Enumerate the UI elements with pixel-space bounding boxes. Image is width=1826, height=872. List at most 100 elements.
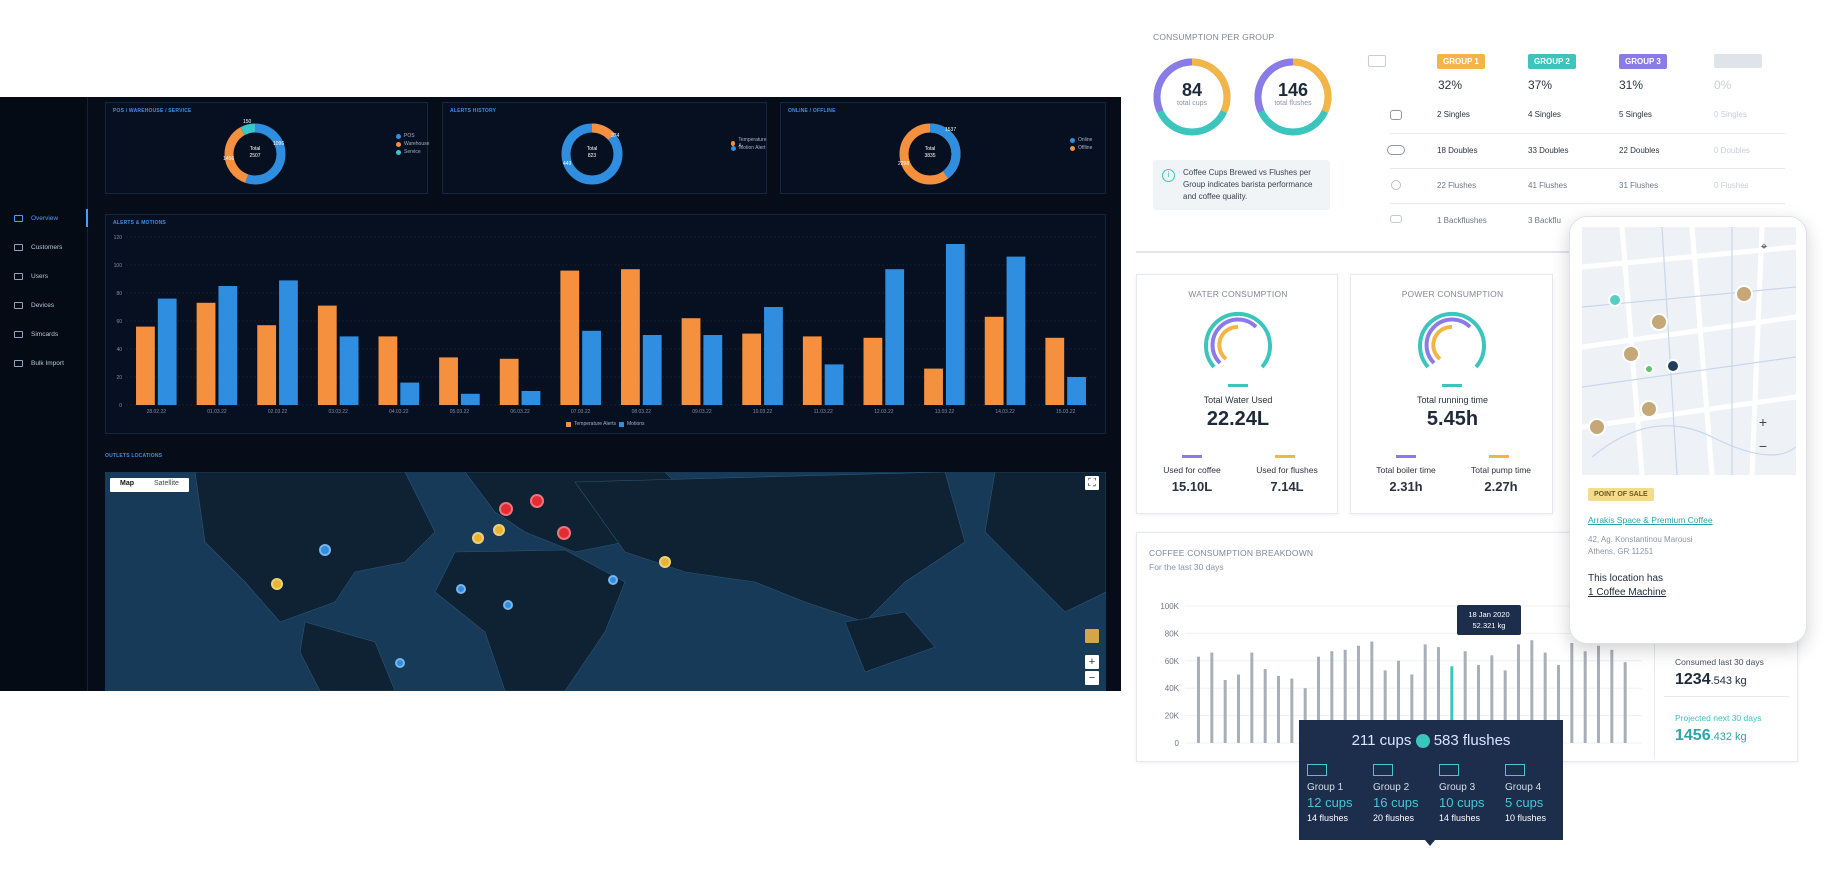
bar <box>1437 647 1440 743</box>
outlets-map[interactable]: Map Satellite ⛶ + − <box>105 472 1106 691</box>
map-marker[interactable] <box>503 600 513 610</box>
sidebar-item-bulk-import[interactable]: Bulk Import <box>0 354 88 372</box>
bar-temperature <box>317 305 337 405</box>
map-marker[interactable] <box>1608 293 1622 307</box>
map-marker[interactable] <box>493 524 505 536</box>
map-marker[interactable] <box>557 526 571 540</box>
map-marker[interactable] <box>319 544 331 556</box>
street-view-icon[interactable] <box>1085 629 1099 643</box>
pos-donut-chart <box>224 123 286 185</box>
map-marker[interactable] <box>499 502 513 516</box>
map-marker[interactable] <box>395 658 405 668</box>
x-tick-label: 10.03.22 <box>753 409 773 415</box>
group-pct: 31% <box>1619 78 1644 92</box>
sidebar-item-users[interactable]: Users <box>0 267 88 285</box>
info-box: i Coffee Cups Brewed vs Flushes per Grou… <box>1153 160 1330 210</box>
bar <box>1490 655 1494 743</box>
bar <box>1237 674 1240 743</box>
row-divider <box>1390 203 1785 204</box>
world-map-shapes <box>105 472 1106 691</box>
chart-tooltip: 18 Jan 2020 52.321 kg <box>1457 605 1521 635</box>
map-marker[interactable] <box>1588 418 1606 436</box>
row-divider <box>1390 133 1785 134</box>
bar-temperature <box>439 357 458 405</box>
bar <box>1370 641 1374 743</box>
gauge-marker <box>1228 384 1248 387</box>
sidebar-item-overview[interactable]: Overview <box>0 209 88 227</box>
consumed-label: Consumed last 30 days <box>1675 657 1764 667</box>
online-donut-chart <box>899 123 961 185</box>
map-marker[interactable] <box>608 575 618 585</box>
sidebar-item-customers[interactable]: Customers <box>0 238 88 256</box>
zoom-out-button[interactable]: − <box>1758 438 1768 454</box>
x-tick-label: 05.03.22 <box>450 409 470 415</box>
bar-temperature <box>560 270 580 405</box>
info-icon: i <box>1162 169 1175 182</box>
flushes-value: 0 Flushes <box>1714 181 1749 190</box>
card-title: Power consumption <box>1401 289 1504 299</box>
zoom-out-button[interactable]: − <box>1085 671 1099 685</box>
double-cup-icon <box>1387 145 1405 155</box>
map-marker[interactable] <box>1640 400 1658 418</box>
bar <box>1383 670 1387 743</box>
water-flush-label: Used for flushes <box>1256 465 1318 475</box>
sidebar-item-devices[interactable]: Devices <box>0 296 88 314</box>
map-marker[interactable] <box>530 494 544 508</box>
map-marker[interactable] <box>659 556 671 568</box>
map-marker[interactable] <box>1644 364 1654 374</box>
donut-slice-temperature <box>561 123 623 185</box>
x-tick-label: 08.03.22 <box>632 409 652 415</box>
zoom-in-button[interactable]: + <box>1758 414 1768 430</box>
doubles-value: 18 Doubles <box>1437 146 1478 155</box>
pump-time-value: 2.27h <box>1484 479 1518 494</box>
bar-temperature <box>863 337 883 405</box>
map-marker[interactable] <box>472 532 484 544</box>
backflushes-value: 3 Backflu <box>1528 216 1561 225</box>
map-marker[interactable] <box>1622 345 1640 363</box>
power-card: Power consumption Total running time 5.4… <box>1350 274 1553 514</box>
doubles-value: 22 Doubles <box>1619 146 1660 155</box>
satellite-button[interactable]: Satellite <box>154 480 179 487</box>
alerts-donut-chart <box>561 123 623 185</box>
tooltip-group: Group 1 12 cups 14 flushes <box>1307 764 1367 823</box>
slice-label: 2298 <box>898 161 910 167</box>
pos-panel: POS / Warehouse / Service Total 2507 1096… <box>105 102 429 194</box>
y-tick-label: 40K <box>1165 684 1180 693</box>
y-tick-label: 120 <box>114 235 123 241</box>
bar <box>1263 669 1267 743</box>
x-tick-label: 28.02.22 <box>147 409 167 415</box>
map-marker[interactable] <box>271 578 283 590</box>
map-marker[interactable] <box>456 584 466 594</box>
locate-icon[interactable]: ⌖ <box>1760 239 1768 253</box>
bar <box>1583 651 1587 743</box>
machines-link[interactable]: 1 Coffee Machine <box>1588 587 1667 598</box>
bar-motions <box>885 269 905 405</box>
legend-item: Temperature A <box>731 137 767 149</box>
sidebar-item-simcards[interactable]: Simcards <box>0 325 88 343</box>
map-marker[interactable] <box>1650 313 1668 331</box>
alerts-history-panel: Alerts History Total 823 374 449 Temperat… <box>442 102 767 194</box>
legend-item: Warehouse <box>396 141 429 147</box>
fullscreen-icon[interactable]: ⛶ <box>1085 476 1099 490</box>
bar <box>1290 678 1294 743</box>
map-marker-selected[interactable] <box>1666 359 1680 373</box>
bar <box>1410 674 1414 743</box>
dashboard-icon <box>14 214 23 222</box>
address-line-1: 42, Ag. Konstantinou Marousi <box>1588 535 1693 544</box>
location-note: This location has <box>1588 573 1664 584</box>
group-pct: 0% <box>1714 78 1732 92</box>
map-button[interactable]: Map <box>120 480 134 487</box>
bar <box>1423 644 1427 743</box>
bar-motions <box>945 244 965 405</box>
zoom-in-button[interactable]: + <box>1085 655 1099 669</box>
location-link[interactable]: Arrakis Space & Premium Coffee <box>1588 515 1713 525</box>
bar-temperature <box>1045 337 1065 405</box>
x-tick-label: 03.03.22 <box>328 409 348 415</box>
city-map[interactable] <box>1582 227 1796 475</box>
legend-item: Motions <box>619 421 645 427</box>
bar-motions <box>460 393 480 405</box>
legend-item: POS <box>396 133 415 139</box>
map-marker[interactable] <box>1735 285 1753 303</box>
bar-temperature <box>742 333 762 405</box>
tooltip-arrow <box>1425 840 1435 846</box>
